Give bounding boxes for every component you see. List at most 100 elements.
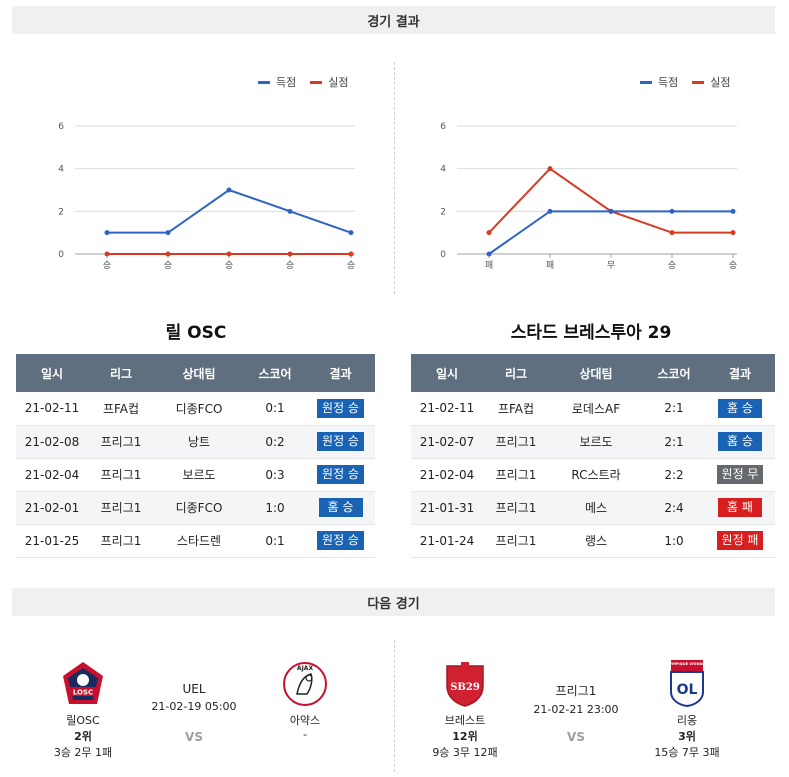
cell-score: 0:1 (244, 392, 306, 426)
lille-crest-icon: LOSC (63, 662, 103, 704)
cell-date: 21-02-04 (411, 458, 483, 492)
y-tick-label: 4 (440, 165, 446, 175)
cell-score: 1:0 (244, 491, 306, 525)
next-away-team-ajax[interactable]: AJAX 아약스 - (260, 660, 350, 741)
col-opponent: 상대팀 (154, 354, 244, 392)
lyon-crest-icon: OLYMPIQUE LYONNAIS OL (665, 660, 710, 708)
table-row[interactable]: 21-02-11 프FA컵 로데스AF 2:1 홈 승 (411, 392, 775, 426)
result-badge: 원정 승 (317, 398, 364, 418)
table-row[interactable]: 21-02-07 프리그1 보르도 2:1 홈 승 (411, 425, 775, 459)
team-name: 아약스 (289, 714, 321, 727)
cell-score: 1:0 (643, 524, 705, 558)
lyon-logo-text: OL (677, 682, 698, 698)
x-tick-label: 승 (668, 260, 676, 271)
x-tick-label: 패 (546, 260, 554, 271)
cell-opponent: 메스 (549, 491, 643, 525)
result-badge: 원정 승 (317, 432, 364, 451)
cell-league: 프리그1 (88, 458, 154, 492)
point-conceded (669, 230, 675, 236)
results-table-brest: 일시 리그 상대팀 스코어 결과 21-02-11 프FA컵 로데스AF 2:1 홈 승… (411, 354, 775, 558)
y-tick-label: 4 (58, 165, 64, 175)
table-row[interactable]: 21-02-01 프리그1 디종FCO 1:0 홈 승 (16, 491, 375, 525)
legend-conceded-swatch (692, 80, 705, 84)
team-title-lille: 릴 OSC (165, 323, 227, 343)
next-home-team-lille[interactable]: LOSC 릴OSC 2위 3승 2무 1패 (38, 660, 128, 760)
point-scored (669, 208, 675, 214)
x-tick-label: 무 (607, 260, 615, 271)
cell-date: 21-02-11 (411, 392, 483, 426)
point-conceded (287, 251, 293, 257)
next-match-info-2: 프리그1 21-02-21 23:00 (521, 682, 631, 716)
result-badge: 원정 승 (317, 465, 364, 484)
y-tick-label: 0 (58, 250, 64, 260)
brest-logo-text: SB29 (450, 682, 480, 693)
results-section-title: 경기 결과 (367, 14, 420, 30)
table-row[interactable]: 21-02-04 프리그1 RC스트라 2:2 원정 무 (411, 458, 775, 492)
cell-date: 21-01-24 (411, 524, 483, 558)
table-row[interactable]: 21-02-11 프FA컵 디종FCO 0:1 원정 승 (16, 392, 375, 426)
table-row[interactable]: 21-01-31 프리그1 메스 2:4 홈 패 (411, 491, 775, 525)
result-badge: 원정 승 (317, 531, 364, 550)
next-away-team-lyon[interactable]: OLYMPIQUE LYONNAIS OL 리옹 3위 15승 7무 3패 (642, 658, 732, 760)
x-tick-label: 승 (225, 260, 233, 271)
cell-opponent: 낭트 (154, 425, 244, 459)
table-header-row: 일시 리그 상대팀 스코어 결과 (16, 354, 375, 392)
table-row[interactable]: 21-02-08 프리그1 낭트 0:2 원정 승 (16, 425, 375, 459)
table-row[interactable]: 21-01-24 프리그1 랭스 1:0 원정 패 (411, 524, 775, 558)
table-header-row: 일시 리그 상대팀 스코어 결과 (411, 354, 775, 392)
series-line-conceded (488, 167, 733, 234)
cell-result: 원정 승 (306, 524, 375, 558)
results-section-header: 경기 결과 (12, 6, 775, 34)
table-row[interactable]: 21-01-25 프리그1 스타드렌 0:1 원정 승 (16, 524, 375, 558)
next-home-team-brest[interactable]: SB29 브레스트 12위 9승 3무 12패 (420, 660, 510, 760)
cell-result: 홈 승 (705, 425, 775, 459)
cell-date: 21-01-25 (16, 524, 88, 558)
result-badge: 홈 패 (718, 498, 762, 517)
cell-opponent: RC스트라 (549, 458, 643, 492)
next-match-datetime: 21-02-21 23:00 (533, 703, 619, 716)
cell-date: 21-02-07 (411, 425, 483, 459)
cell-score: 0:3 (244, 458, 306, 492)
team-record: 9승 3무 12패 (432, 746, 498, 759)
col-score: 스코어 (244, 354, 306, 392)
cell-opponent: 로데스AF (549, 392, 643, 426)
legend-scored-swatch (258, 80, 270, 84)
recent-form-chart-lille: 0 2 4 6 승 승 승 승 승 (58, 122, 355, 271)
x-tick-label: 승 (347, 260, 355, 271)
col-date: 일시 (411, 354, 483, 392)
recent-form-chart-brest: 0 2 4 6 패 패 무 승 승 (440, 122, 737, 271)
result-badge: 원정 무 (716, 465, 764, 484)
next-divider (394, 640, 395, 772)
cell-date: 21-02-08 (16, 425, 88, 459)
next-match-league: UEL (182, 682, 206, 696)
point-scored (486, 251, 492, 257)
cell-score: 2:1 (643, 392, 705, 426)
cell-score: 2:2 (643, 458, 705, 492)
col-date: 일시 (16, 354, 88, 392)
vs-label: VS (185, 730, 203, 744)
team-name: 브레스트 (444, 714, 486, 727)
cell-league: 프리그1 (483, 458, 549, 492)
cell-result: 원정 승 (306, 458, 375, 492)
cell-date: 21-02-04 (16, 458, 88, 492)
col-result: 결과 (306, 354, 375, 392)
cell-league: 프FA컵 (88, 392, 154, 426)
col-score: 스코어 (643, 354, 705, 392)
cell-league: 프리그1 (483, 524, 549, 558)
legend-scored-label: 득점 (658, 76, 679, 89)
team-record: 3승 2무 1패 (53, 746, 113, 759)
lyon-logo-top-text: OLYMPIQUE LYONNAIS (665, 662, 710, 666)
cell-opponent: 보르도 (154, 458, 244, 492)
y-tick-label: 2 (58, 207, 64, 217)
x-tick-label: 승 (286, 260, 294, 271)
cell-result: 원정 패 (705, 524, 775, 558)
cell-opponent: 보르도 (549, 425, 643, 459)
cell-result: 원정 승 (306, 425, 375, 459)
chart-legend-left: 득점 실점 (258, 74, 349, 90)
next-section-title: 다음 경기 (367, 596, 420, 612)
col-opponent: 상대팀 (549, 354, 643, 392)
point-conceded (348, 251, 354, 257)
cell-league: 프리그1 (483, 491, 549, 525)
team-name: 리옹 (676, 714, 698, 727)
table-row[interactable]: 21-02-04 프리그1 보르도 0:3 원정 승 (16, 458, 375, 492)
